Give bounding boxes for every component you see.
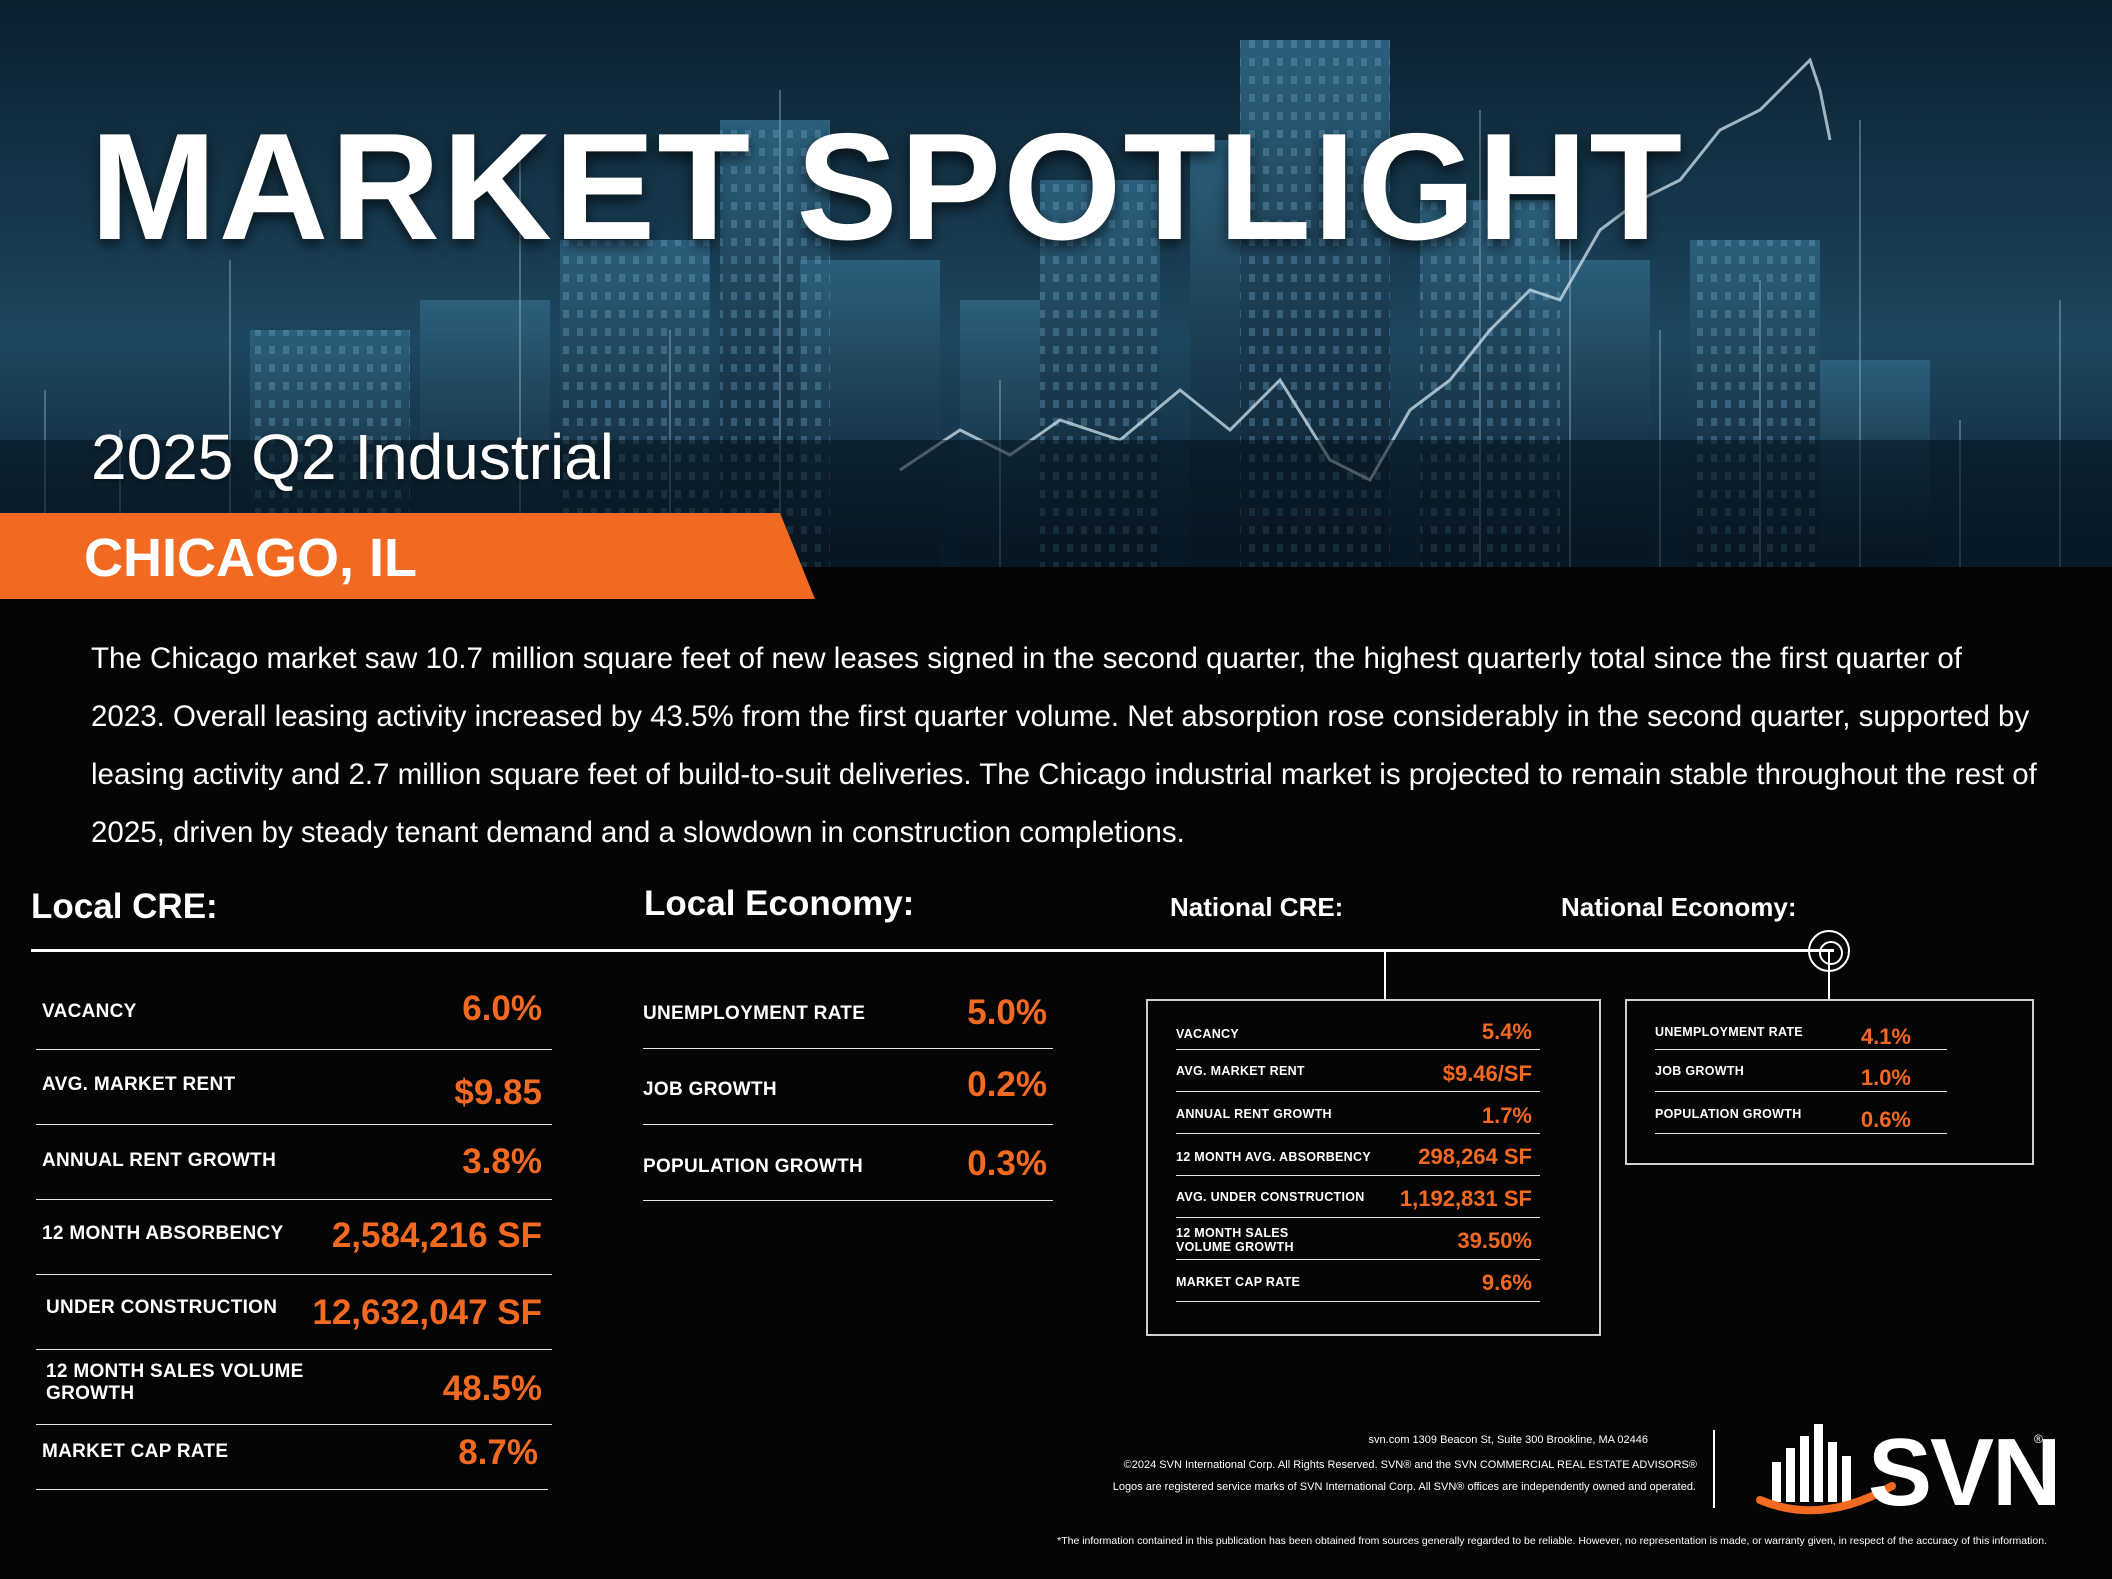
- footer-trademark: Logos are registered service marks of SV…: [1112, 1481, 1696, 1493]
- metric-value: 48.5%: [442, 1369, 542, 1408]
- city-banner: [0, 513, 815, 599]
- local-cre-row-rent-growth: ANNUAL RENT GROWTH 3.8%: [36, 1125, 552, 1200]
- national-cre-row-vacancy: VACANCY 5.4%: [1176, 1008, 1540, 1050]
- metric-label: AVG. MARKET RENT: [1176, 1064, 1305, 1078]
- footer-divider: [1713, 1430, 1715, 1508]
- local-economy-row-job-growth: JOB GROWTH 0.2%: [643, 1049, 1053, 1125]
- metric-value: 0.2%: [967, 1065, 1047, 1104]
- metric-label: JOB GROWTH: [1655, 1064, 1745, 1078]
- metric-label: 12 MONTH SALES VOLUME GROWTH: [1176, 1226, 1294, 1255]
- city-skyline-graphic: [0, 40, 2112, 567]
- metric-value: 0.3%: [967, 1144, 1047, 1183]
- local-cre-row-under-construction: UNDER CONSTRUCTION 12,632,047 SF: [36, 1275, 552, 1350]
- timeline-connector: [1828, 951, 1830, 999]
- national-economy-row-job-growth: JOB GROWTH 1.0%: [1655, 1050, 1947, 1092]
- footer-address: svn.com 1309 Beacon St, Suite 300 Brookl…: [1368, 1434, 1648, 1446]
- metric-label: JOB GROWTH: [643, 1079, 777, 1100]
- metric-label: UNEMPLOYMENT RATE: [643, 1003, 866, 1024]
- national-economy-row-unemployment: UNEMPLOYMENT RATE 4.1%: [1655, 1008, 1947, 1050]
- national-cre-heading: National CRE:: [1170, 892, 1344, 922]
- metric-value: 298,264 SF: [1418, 1144, 1532, 1169]
- metric-value: 2,584,216 SF: [331, 1216, 542, 1255]
- metric-value: 1,192,831 SF: [1399, 1186, 1532, 1211]
- metric-value: $9.46/SF: [1442, 1061, 1532, 1086]
- national-cre-row-market-rent: AVG. MARKET RENT $9.46/SF: [1176, 1050, 1540, 1092]
- timeline-divider: [31, 949, 1834, 952]
- metric-value: 5.4%: [1481, 1019, 1532, 1044]
- metric-label: VACANCY: [1176, 1027, 1239, 1041]
- metric-label: 12 MONTH SALES VOLUME GROWTH: [46, 1361, 304, 1404]
- metric-label: ANNUAL RENT GROWTH: [42, 1150, 277, 1171]
- city-label: CHICAGO, IL: [84, 528, 417, 588]
- national-cre-row-under-construction: AVG. UNDER CONSTRUCTION 1,192,831 SF: [1176, 1176, 1540, 1218]
- local-cre-row-absorbency: 12 MONTH ABSORBENCY 2,584,216 SF: [36, 1200, 552, 1275]
- metric-value: 0.6%: [1860, 1107, 1911, 1132]
- metric-value: 39.50%: [1457, 1228, 1532, 1253]
- report-subtitle: 2025 Q2 Industrial: [91, 421, 614, 493]
- metric-label: AVG. UNDER CONSTRUCTION: [1176, 1190, 1365, 1204]
- national-cre-row-rent-growth: ANNUAL RENT GROWTH 1.7%: [1176, 1092, 1540, 1134]
- metric-value: 8.7%: [458, 1433, 538, 1472]
- svn-logo-icon: [1756, 1424, 1896, 1515]
- hero-banner: MARKET SPOTLIGHT 2025 Q2 Industrial: [0, 0, 2112, 567]
- national-economy-heading: National Economy:: [1561, 892, 1797, 922]
- metric-label: MARKET CAP RATE: [42, 1441, 229, 1462]
- national-economy-panel: [1625, 999, 2034, 1165]
- local-economy-heading: Local Economy:: [644, 884, 915, 923]
- metric-value: 1.7%: [1481, 1103, 1532, 1128]
- metric-label: 12 MONTH AVG. ABSORBENCY: [1176, 1150, 1371, 1164]
- national-cre-row-absorbency: 12 MONTH AVG. ABSORBENCY 298,264 SF: [1176, 1134, 1540, 1176]
- metric-value: 3.8%: [462, 1142, 542, 1181]
- metric-label: ANNUAL RENT GROWTH: [1176, 1107, 1332, 1121]
- local-cre-row-sales-volume: 12 MONTH SALES VOLUME GROWTH 48.5%: [36, 1350, 552, 1425]
- metric-label: POPULATION GROWTH: [643, 1156, 864, 1177]
- national-cre-row-cap-rate: MARKET CAP RATE 9.6%: [1176, 1260, 1540, 1302]
- metric-value: 1.0%: [1860, 1065, 1911, 1090]
- metric-label: POPULATION GROWTH: [1655, 1107, 1802, 1121]
- footer-disclaimer: *The information contained in this publi…: [1057, 1535, 2047, 1547]
- metric-value: 6.0%: [462, 989, 542, 1028]
- metric-label: UNDER CONSTRUCTION: [46, 1297, 278, 1318]
- metric-value: 4.1%: [1860, 1024, 1911, 1049]
- local-cre-row-cap-rate: MARKET CAP RATE 8.7%: [36, 1425, 548, 1490]
- metric-label: AVG. MARKET RENT: [42, 1074, 236, 1095]
- metric-label: 12 MONTH ABSORBENCY: [42, 1223, 284, 1244]
- metric-label: MARKET CAP RATE: [1176, 1275, 1301, 1289]
- svn-logo-text: SVN: [1868, 1419, 2061, 1526]
- intro-paragraph: The Chicago market saw 10.7 million squa…: [91, 642, 2037, 849]
- footer-copyright: ©2024 SVN International Corp. All Rights…: [1123, 1459, 1697, 1471]
- national-cre-row-sales-volume: 12 MONTH SALES VOLUME GROWTH 39.50%: [1176, 1218, 1540, 1260]
- metric-label: UNEMPLOYMENT RATE: [1655, 1025, 1803, 1039]
- local-cre-row-market-rent: AVG. MARKET RENT $9.85: [36, 1050, 552, 1125]
- metric-value: 5.0%: [967, 993, 1047, 1032]
- local-cre-heading: Local CRE:: [31, 887, 218, 926]
- local-economy-row-unemployment: UNEMPLOYMENT RATE 5.0%: [643, 973, 1053, 1049]
- registered-mark: ®: [2034, 1432, 2043, 1446]
- page-title: MARKET SPOTLIGHT: [90, 102, 1685, 272]
- timeline-connector: [1384, 951, 1386, 999]
- national-economy-row-population: POPULATION GROWTH 0.6%: [1655, 1092, 1947, 1134]
- metric-value: 12,632,047 SF: [312, 1293, 542, 1332]
- metric-label: VACANCY: [42, 1001, 137, 1022]
- target-circle-icon: [1808, 930, 1850, 972]
- local-cre-row-vacancy: VACANCY 6.0%: [36, 975, 552, 1050]
- metric-value: $9.85: [454, 1073, 542, 1112]
- metric-value: 9.6%: [1481, 1270, 1532, 1295]
- local-economy-row-population: POPULATION GROWTH 0.3%: [643, 1125, 1053, 1201]
- national-cre-panel: [1146, 999, 1601, 1336]
